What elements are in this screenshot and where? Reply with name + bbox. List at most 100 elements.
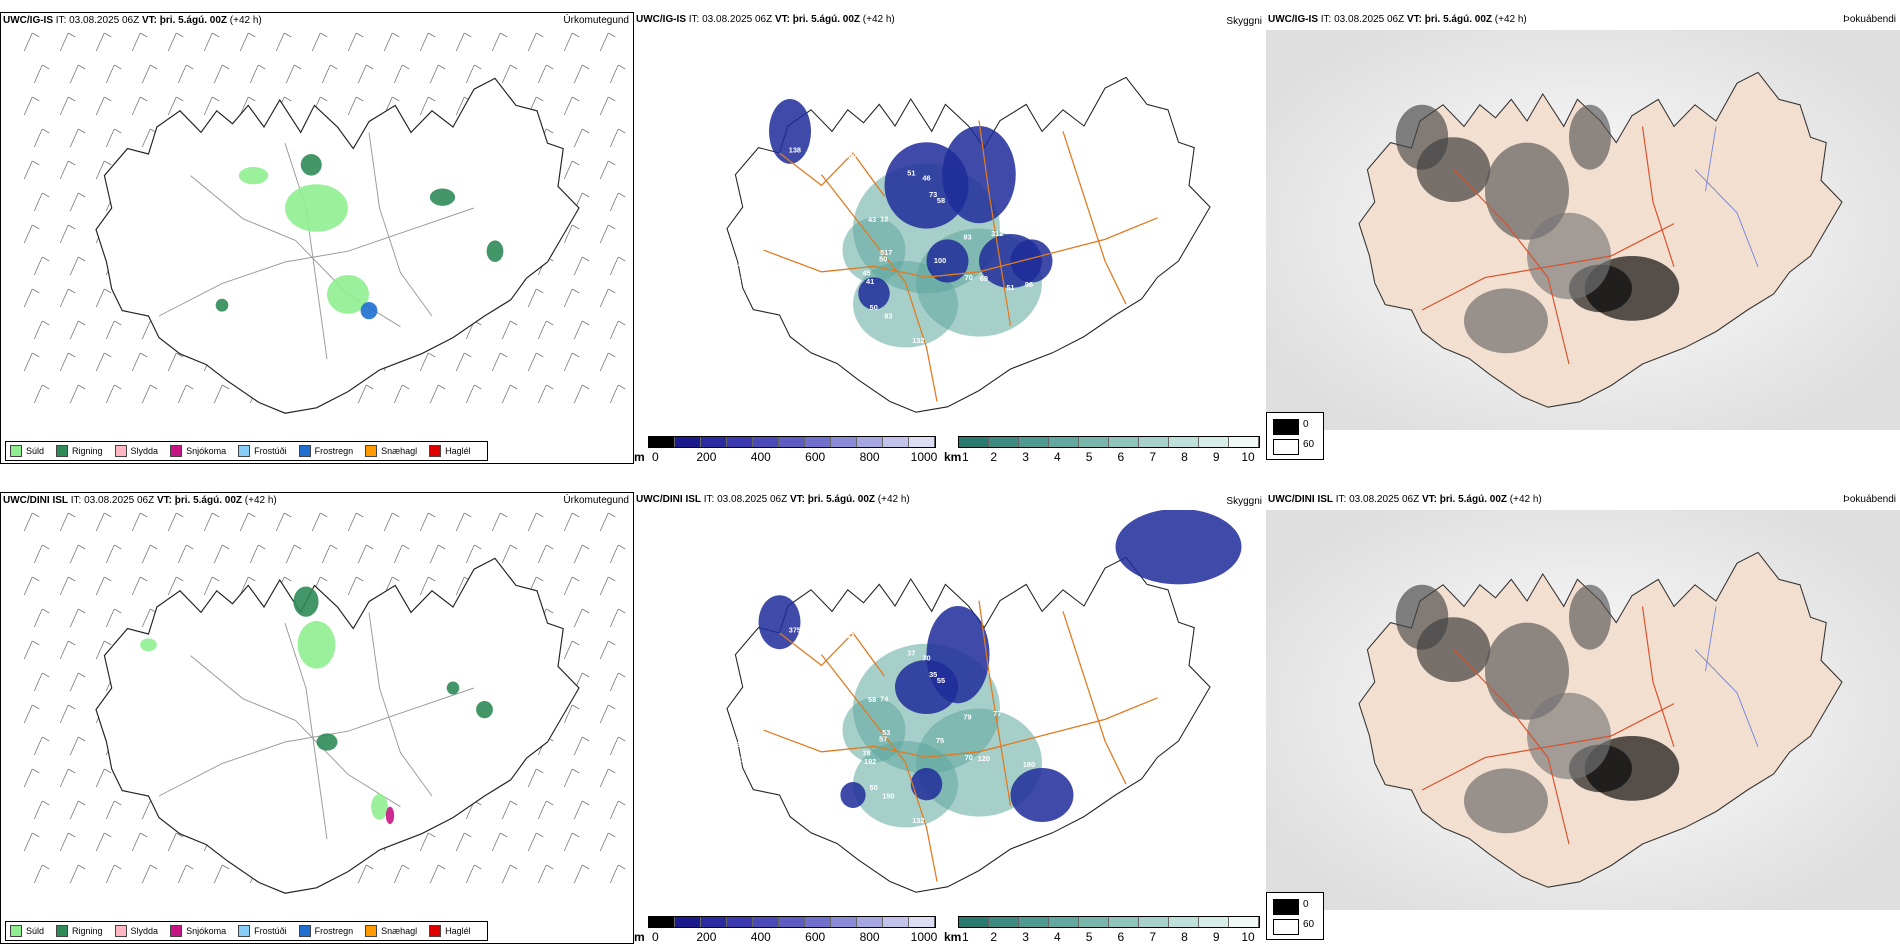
ceiling-value-label: 104	[1141, 248, 1154, 257]
legend-item: Haglél	[429, 925, 471, 937]
legend-item: Súld	[10, 925, 44, 937]
fog-legend: 0 60	[1266, 412, 1324, 460]
colorbar-tick: 3	[1022, 930, 1029, 944]
ceiling-value-label: 109	[779, 225, 791, 234]
ceiling-value-label: 256	[769, 716, 781, 725]
colorbar-tick: 4	[1053, 450, 1061, 464]
legend-item: Snjókoma	[170, 445, 226, 457]
ceiling-value-label: 93	[963, 232, 971, 241]
ceiling-value-label: 375	[789, 625, 801, 634]
precip-legend: Súld Rigning Slydda Snjókoma Frostúði Frostre…	[5, 441, 488, 461]
legend-item: Rigning	[56, 925, 103, 937]
precip-panel-top: UWC/IG-IS IT: 03.08.2025 06Z VT: þri. 5.…	[0, 12, 634, 464]
legend-item: Snæhagl	[365, 445, 417, 457]
legend-item: Snæhagl	[365, 925, 417, 937]
ceiling-value-label: 18	[1015, 603, 1023, 612]
legend-swatch	[56, 925, 69, 937]
ceiling-value-label: 132	[912, 336, 924, 345]
ceiling-value-label: 70	[965, 753, 973, 762]
ceiling-value-label: 132	[912, 816, 924, 825]
visibility-colorbar: km 1 2 3 4 5 6 7 8 9 10	[944, 916, 1264, 944]
ceiling-value-label: 312	[991, 229, 1003, 238]
ceiling-value-label: 58	[868, 695, 876, 704]
legend-label: Snæhagl	[381, 446, 418, 456]
colorbar-tick: 400	[750, 450, 771, 464]
ceiling-value-label: 50	[870, 303, 878, 312]
legend-item: Slydda	[114, 445, 158, 457]
ceiling-value-label: 69	[980, 274, 988, 283]
ceiling-value-label: 67	[1143, 728, 1151, 737]
panel-field-label: Skyggni	[1226, 496, 1262, 507]
ceiling-value-label: 37	[1031, 684, 1039, 693]
ceiling-value-label: 69	[962, 836, 970, 845]
colorbar-tick: 0	[652, 930, 659, 944]
legend-item: Rigning	[56, 445, 103, 457]
cloud-map: 79 57 35 120 54 154 150 37 59 72 18 75 58 52 192 37 180 2…	[634, 510, 1266, 920]
legend-swatch	[56, 445, 69, 457]
ceiling-value-label: 58	[937, 196, 945, 205]
panel-field-label: Úrkomutegund	[563, 15, 629, 26]
panel-field-label: Skyggni	[1226, 16, 1262, 27]
ceiling-value-label: 70	[965, 273, 973, 282]
ceiling-value-label: 48	[962, 356, 970, 365]
ceiling-value-label: 45	[1031, 204, 1039, 213]
ceiling-value-label: 51	[1006, 283, 1014, 292]
ceiling-value-label: 37	[907, 649, 915, 658]
fog-panel-top: UWC/IG-IS IT: 03.08.2025 06Z VT: þri. 5.…	[1266, 12, 1900, 464]
ceiling-value-label: 50	[870, 783, 878, 792]
colorbar-tick: 6	[1117, 930, 1125, 944]
fog-panel-bottom: UWC/DINI ISL IT: 03.08.2025 06Z VT: þri.…	[1266, 492, 1900, 944]
ceiling-value-label: 54	[812, 702, 821, 711]
fog-legend-label: 60	[1303, 439, 1315, 450]
legend-item: Haglél	[429, 445, 471, 457]
legend-swatch	[298, 445, 311, 457]
panel-title: UWC/DINI ISL IT: 03.08.2025 06Z VT: þri.…	[1268, 494, 1542, 505]
ceiling-value-label: 180	[844, 151, 856, 160]
colorbar-strip	[958, 916, 1260, 928]
ceiling-value-label: 98	[771, 236, 779, 245]
fog-legend-label: 60	[1303, 919, 1315, 930]
legend-item: Frostúði	[238, 445, 287, 457]
legend-item: Súld	[10, 445, 44, 457]
ceiling-value-label: 83	[884, 311, 892, 320]
colorbar-tick: 200	[696, 930, 717, 944]
ceiling-value-label: 44	[1035, 135, 1044, 144]
panel-field-label: Þokuábendi	[1843, 494, 1896, 505]
fog-legend-swatch	[1273, 439, 1299, 455]
ceiling-value-label: 53	[882, 728, 890, 737]
colorbar-unit: m	[634, 450, 645, 464]
colorbar-tick: 10	[1241, 930, 1255, 944]
colorbar-tick: 8	[1181, 450, 1188, 464]
panel-title: UWC/DINI ISL IT: 03.08.2025 06Z VT: þri.…	[3, 495, 277, 506]
ceiling-value-label: 138	[789, 145, 801, 154]
colorbar-strip	[648, 436, 936, 448]
legend-label: Súld	[26, 926, 45, 936]
colorbar-tick: 1	[962, 930, 969, 944]
ceiling-value-label: 41	[866, 277, 874, 286]
precip-map	[3, 31, 631, 441]
panel-field-label: Úrkomutegund	[563, 495, 629, 506]
fog-legend-swatch	[1273, 899, 1299, 915]
ceiling-value-label: 36	[1076, 277, 1084, 286]
colorbar-tick: 200	[696, 450, 717, 464]
legend-label: Haglél	[445, 926, 471, 936]
colorbar-unit: km	[944, 930, 962, 944]
legend-swatch	[170, 925, 183, 937]
legend-label: Frostregn	[314, 446, 354, 456]
ceiling-value-label: 103	[999, 223, 1011, 232]
legend-item: Frostregn	[298, 445, 354, 457]
legend-item: Frostúði	[238, 925, 287, 937]
legend-label: Frostregn	[314, 926, 354, 936]
colorbar-strip	[958, 436, 1260, 448]
ceiling-value-label: 77	[993, 709, 1001, 718]
ceiling-value-label: 55	[937, 676, 945, 685]
legend-label: Frostúði	[254, 926, 287, 936]
colorbar-tick: 400	[750, 930, 771, 944]
ceiling-value-label: 52	[1001, 703, 1009, 712]
ceiling-value-label: 78	[862, 749, 870, 758]
colorbar-tick: 4	[1053, 930, 1061, 944]
legend-swatch	[10, 445, 22, 457]
colorbar-tick: 5	[1085, 930, 1093, 944]
ceiling-value-label: 201	[736, 740, 748, 749]
ceiling-value-label: 50	[879, 254, 887, 263]
